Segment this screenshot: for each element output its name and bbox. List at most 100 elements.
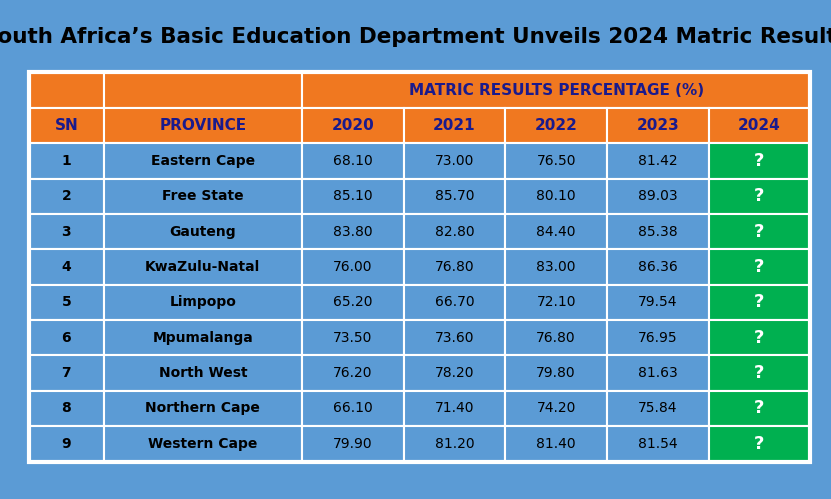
Bar xyxy=(505,320,607,355)
Text: Eastern Cape: Eastern Cape xyxy=(150,154,255,168)
Bar xyxy=(607,214,709,250)
Bar xyxy=(709,426,810,462)
Bar xyxy=(505,108,607,143)
Text: Free State: Free State xyxy=(162,189,243,203)
Bar xyxy=(29,143,104,179)
Text: Limpopo: Limpopo xyxy=(170,295,236,309)
Bar xyxy=(104,355,302,391)
Bar xyxy=(29,355,104,391)
Text: 2024: 2024 xyxy=(738,118,781,133)
Text: 79.54: 79.54 xyxy=(638,295,677,309)
Bar xyxy=(104,143,302,179)
Bar xyxy=(505,250,607,284)
Text: ?: ? xyxy=(755,152,765,170)
Bar xyxy=(29,72,104,108)
Text: ?: ? xyxy=(755,435,765,453)
Text: 81.54: 81.54 xyxy=(638,437,677,451)
Text: 4: 4 xyxy=(61,260,71,274)
Bar xyxy=(505,179,607,214)
Bar xyxy=(302,250,404,284)
Text: North West: North West xyxy=(159,366,247,380)
Text: 66.70: 66.70 xyxy=(435,295,475,309)
Bar xyxy=(29,426,104,462)
Bar xyxy=(404,108,505,143)
Bar xyxy=(29,250,104,284)
Text: 85.38: 85.38 xyxy=(638,225,677,239)
Text: 75.84: 75.84 xyxy=(638,402,677,416)
Text: 73.60: 73.60 xyxy=(435,331,475,345)
Text: 3: 3 xyxy=(61,225,71,239)
Bar xyxy=(505,355,607,391)
Bar xyxy=(29,320,104,355)
Text: 81.63: 81.63 xyxy=(638,366,677,380)
Bar xyxy=(104,320,302,355)
Bar xyxy=(29,214,104,250)
Text: ?: ? xyxy=(755,293,765,311)
Bar xyxy=(607,391,709,426)
Text: 9: 9 xyxy=(61,437,71,451)
Bar xyxy=(404,391,505,426)
Bar xyxy=(302,72,810,108)
Text: 8: 8 xyxy=(61,402,71,416)
Bar xyxy=(607,179,709,214)
Text: ?: ? xyxy=(755,400,765,418)
Bar xyxy=(104,108,302,143)
Bar xyxy=(302,214,404,250)
Bar xyxy=(607,355,709,391)
Text: Western Cape: Western Cape xyxy=(148,437,258,451)
Text: Gauteng: Gauteng xyxy=(170,225,236,239)
Text: 81.20: 81.20 xyxy=(435,437,475,451)
Text: 73.00: 73.00 xyxy=(435,154,475,168)
Bar xyxy=(709,108,810,143)
Text: 76.80: 76.80 xyxy=(536,331,576,345)
Bar xyxy=(607,108,709,143)
Text: 84.40: 84.40 xyxy=(536,225,576,239)
Text: 73.50: 73.50 xyxy=(333,331,372,345)
Text: 72.10: 72.10 xyxy=(536,295,576,309)
Text: 2023: 2023 xyxy=(637,118,679,133)
Bar xyxy=(607,284,709,320)
Bar xyxy=(29,391,104,426)
Bar xyxy=(607,426,709,462)
Bar xyxy=(104,391,302,426)
Bar xyxy=(29,284,104,320)
Bar xyxy=(302,355,404,391)
Text: 76.00: 76.00 xyxy=(333,260,372,274)
Text: 76.95: 76.95 xyxy=(638,331,677,345)
Bar xyxy=(505,214,607,250)
Bar xyxy=(104,179,302,214)
Text: 78.20: 78.20 xyxy=(435,366,475,380)
Bar xyxy=(709,355,810,391)
Text: 83.80: 83.80 xyxy=(333,225,372,239)
Text: 71.40: 71.40 xyxy=(435,402,475,416)
Bar xyxy=(404,214,505,250)
Text: SN: SN xyxy=(55,118,78,133)
Bar xyxy=(709,284,810,320)
Text: 79.80: 79.80 xyxy=(536,366,576,380)
Bar xyxy=(104,426,302,462)
Text: 86.36: 86.36 xyxy=(638,260,677,274)
Bar xyxy=(104,284,302,320)
Text: KwaZulu-Natal: KwaZulu-Natal xyxy=(145,260,260,274)
Bar xyxy=(302,320,404,355)
Bar xyxy=(505,143,607,179)
Text: 76.80: 76.80 xyxy=(435,260,475,274)
Bar xyxy=(404,320,505,355)
Text: 2021: 2021 xyxy=(433,118,476,133)
Text: 76.50: 76.50 xyxy=(536,154,576,168)
Bar xyxy=(709,179,810,214)
Bar xyxy=(302,143,404,179)
Text: 89.03: 89.03 xyxy=(638,189,677,203)
Text: 66.10: 66.10 xyxy=(333,402,373,416)
Text: 80.10: 80.10 xyxy=(536,189,576,203)
Bar xyxy=(709,143,810,179)
Bar xyxy=(404,179,505,214)
Bar xyxy=(404,284,505,320)
Text: ?: ? xyxy=(755,258,765,276)
Text: 68.10: 68.10 xyxy=(333,154,373,168)
Text: ?: ? xyxy=(755,187,765,205)
Text: 7: 7 xyxy=(61,366,71,380)
Text: 2: 2 xyxy=(61,189,71,203)
Bar xyxy=(302,108,404,143)
Bar xyxy=(29,179,104,214)
